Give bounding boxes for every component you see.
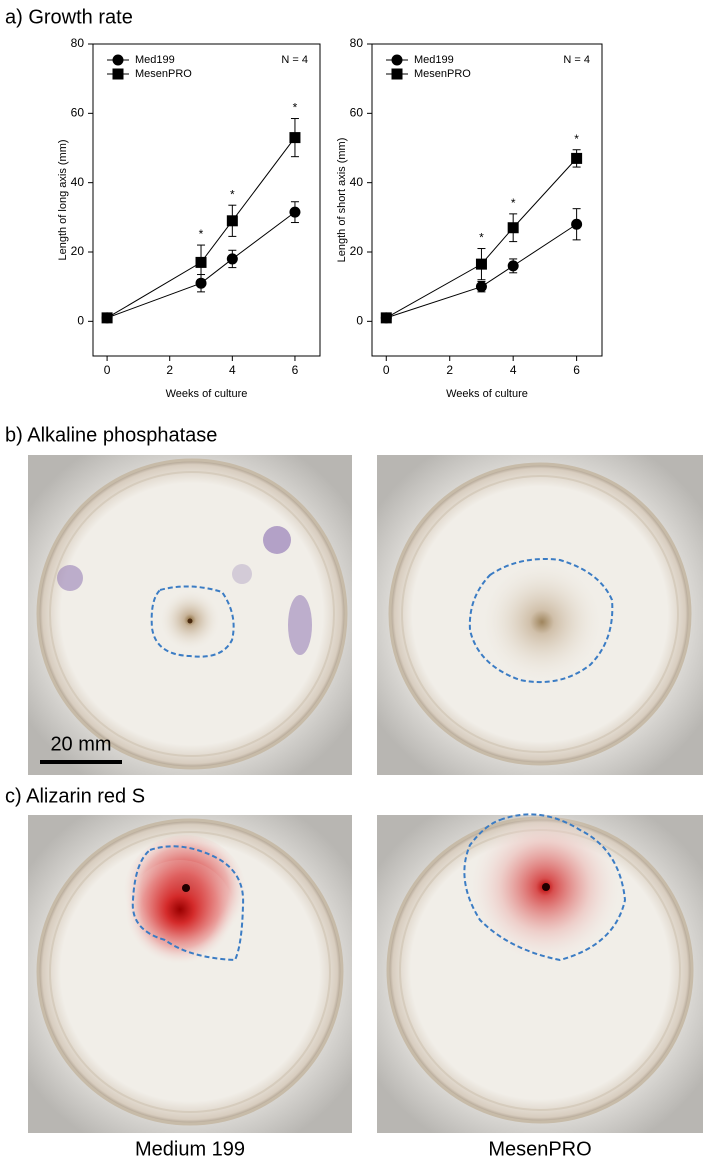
plot-frame	[92, 43, 321, 357]
y-tick-label: 40	[350, 175, 364, 189]
marker	[391, 54, 403, 66]
photo	[377, 455, 703, 775]
plot-frame	[371, 43, 603, 357]
x-axis-label: Weeks of culture	[446, 388, 528, 400]
series-line	[386, 223, 577, 319]
legend-label: MesenPRO	[135, 68, 192, 80]
marker	[289, 132, 301, 144]
significance-mark: *	[230, 187, 235, 201]
marker	[226, 253, 238, 265]
y-tick-label: 80	[71, 36, 85, 50]
significance-mark: *	[293, 101, 298, 115]
x-tick-label: 2	[446, 363, 453, 377]
marker	[195, 277, 207, 289]
y-tick-label: 40	[71, 175, 85, 189]
y-tick-label: 20	[350, 244, 364, 258]
y-tick-label: 20	[71, 244, 85, 258]
caption: MesenPRO	[488, 1138, 591, 1160]
panel-label: a) Growth rate	[5, 6, 133, 28]
x-tick-label: 6	[573, 363, 580, 377]
marker	[380, 312, 392, 324]
x-tick-label: 6	[292, 363, 299, 377]
marker	[507, 260, 519, 272]
significance-mark: *	[511, 196, 516, 210]
legend-label: MesenPRO	[414, 68, 471, 80]
marker	[507, 222, 519, 234]
y-axis-label: Length of short axis (mm)	[336, 138, 348, 263]
marker	[112, 54, 124, 66]
photo	[377, 812, 703, 1133]
marker	[475, 258, 487, 270]
marker	[571, 152, 583, 164]
series-line	[106, 211, 296, 319]
y-tick-label: 60	[71, 106, 85, 120]
y-axis-label: Length of long axis (mm)	[57, 139, 69, 260]
marker	[226, 215, 238, 227]
x-tick-label: 4	[510, 363, 517, 377]
x-tick-label: 4	[229, 363, 236, 377]
series-line	[386, 158, 577, 319]
marker	[475, 281, 487, 293]
x-axis-label: Weeks of culture	[166, 388, 248, 400]
significance-mark: *	[479, 231, 484, 245]
y-tick-label: 0	[356, 314, 363, 328]
legend-label: Med199	[135, 54, 175, 66]
panel-label: c) Alizarin red S	[5, 785, 145, 807]
marker	[571, 218, 583, 230]
x-tick-label: 0	[383, 363, 390, 377]
significance-mark: *	[574, 132, 579, 146]
panel-label: b) Alkaline phosphatase	[5, 424, 217, 446]
y-tick-label: 0	[77, 314, 84, 328]
photo: 20 mm	[28, 455, 352, 775]
marker	[101, 312, 113, 324]
marker	[195, 256, 207, 268]
marker	[112, 68, 124, 80]
scale-bar-label: 20 mm	[50, 733, 111, 755]
photo	[28, 815, 352, 1133]
y-tick-label: 80	[350, 36, 364, 50]
x-tick-label: 0	[104, 363, 111, 377]
x-tick-label: 2	[166, 363, 173, 377]
marker	[391, 68, 403, 80]
marker	[289, 206, 301, 218]
significance-mark: *	[199, 227, 204, 241]
y-tick-label: 60	[350, 106, 364, 120]
annotation: N = 4	[281, 54, 308, 66]
legend-label: Med199	[414, 54, 454, 66]
series-line	[106, 137, 296, 319]
annotation: N = 4	[563, 54, 590, 66]
caption: Medium 199	[135, 1138, 245, 1160]
